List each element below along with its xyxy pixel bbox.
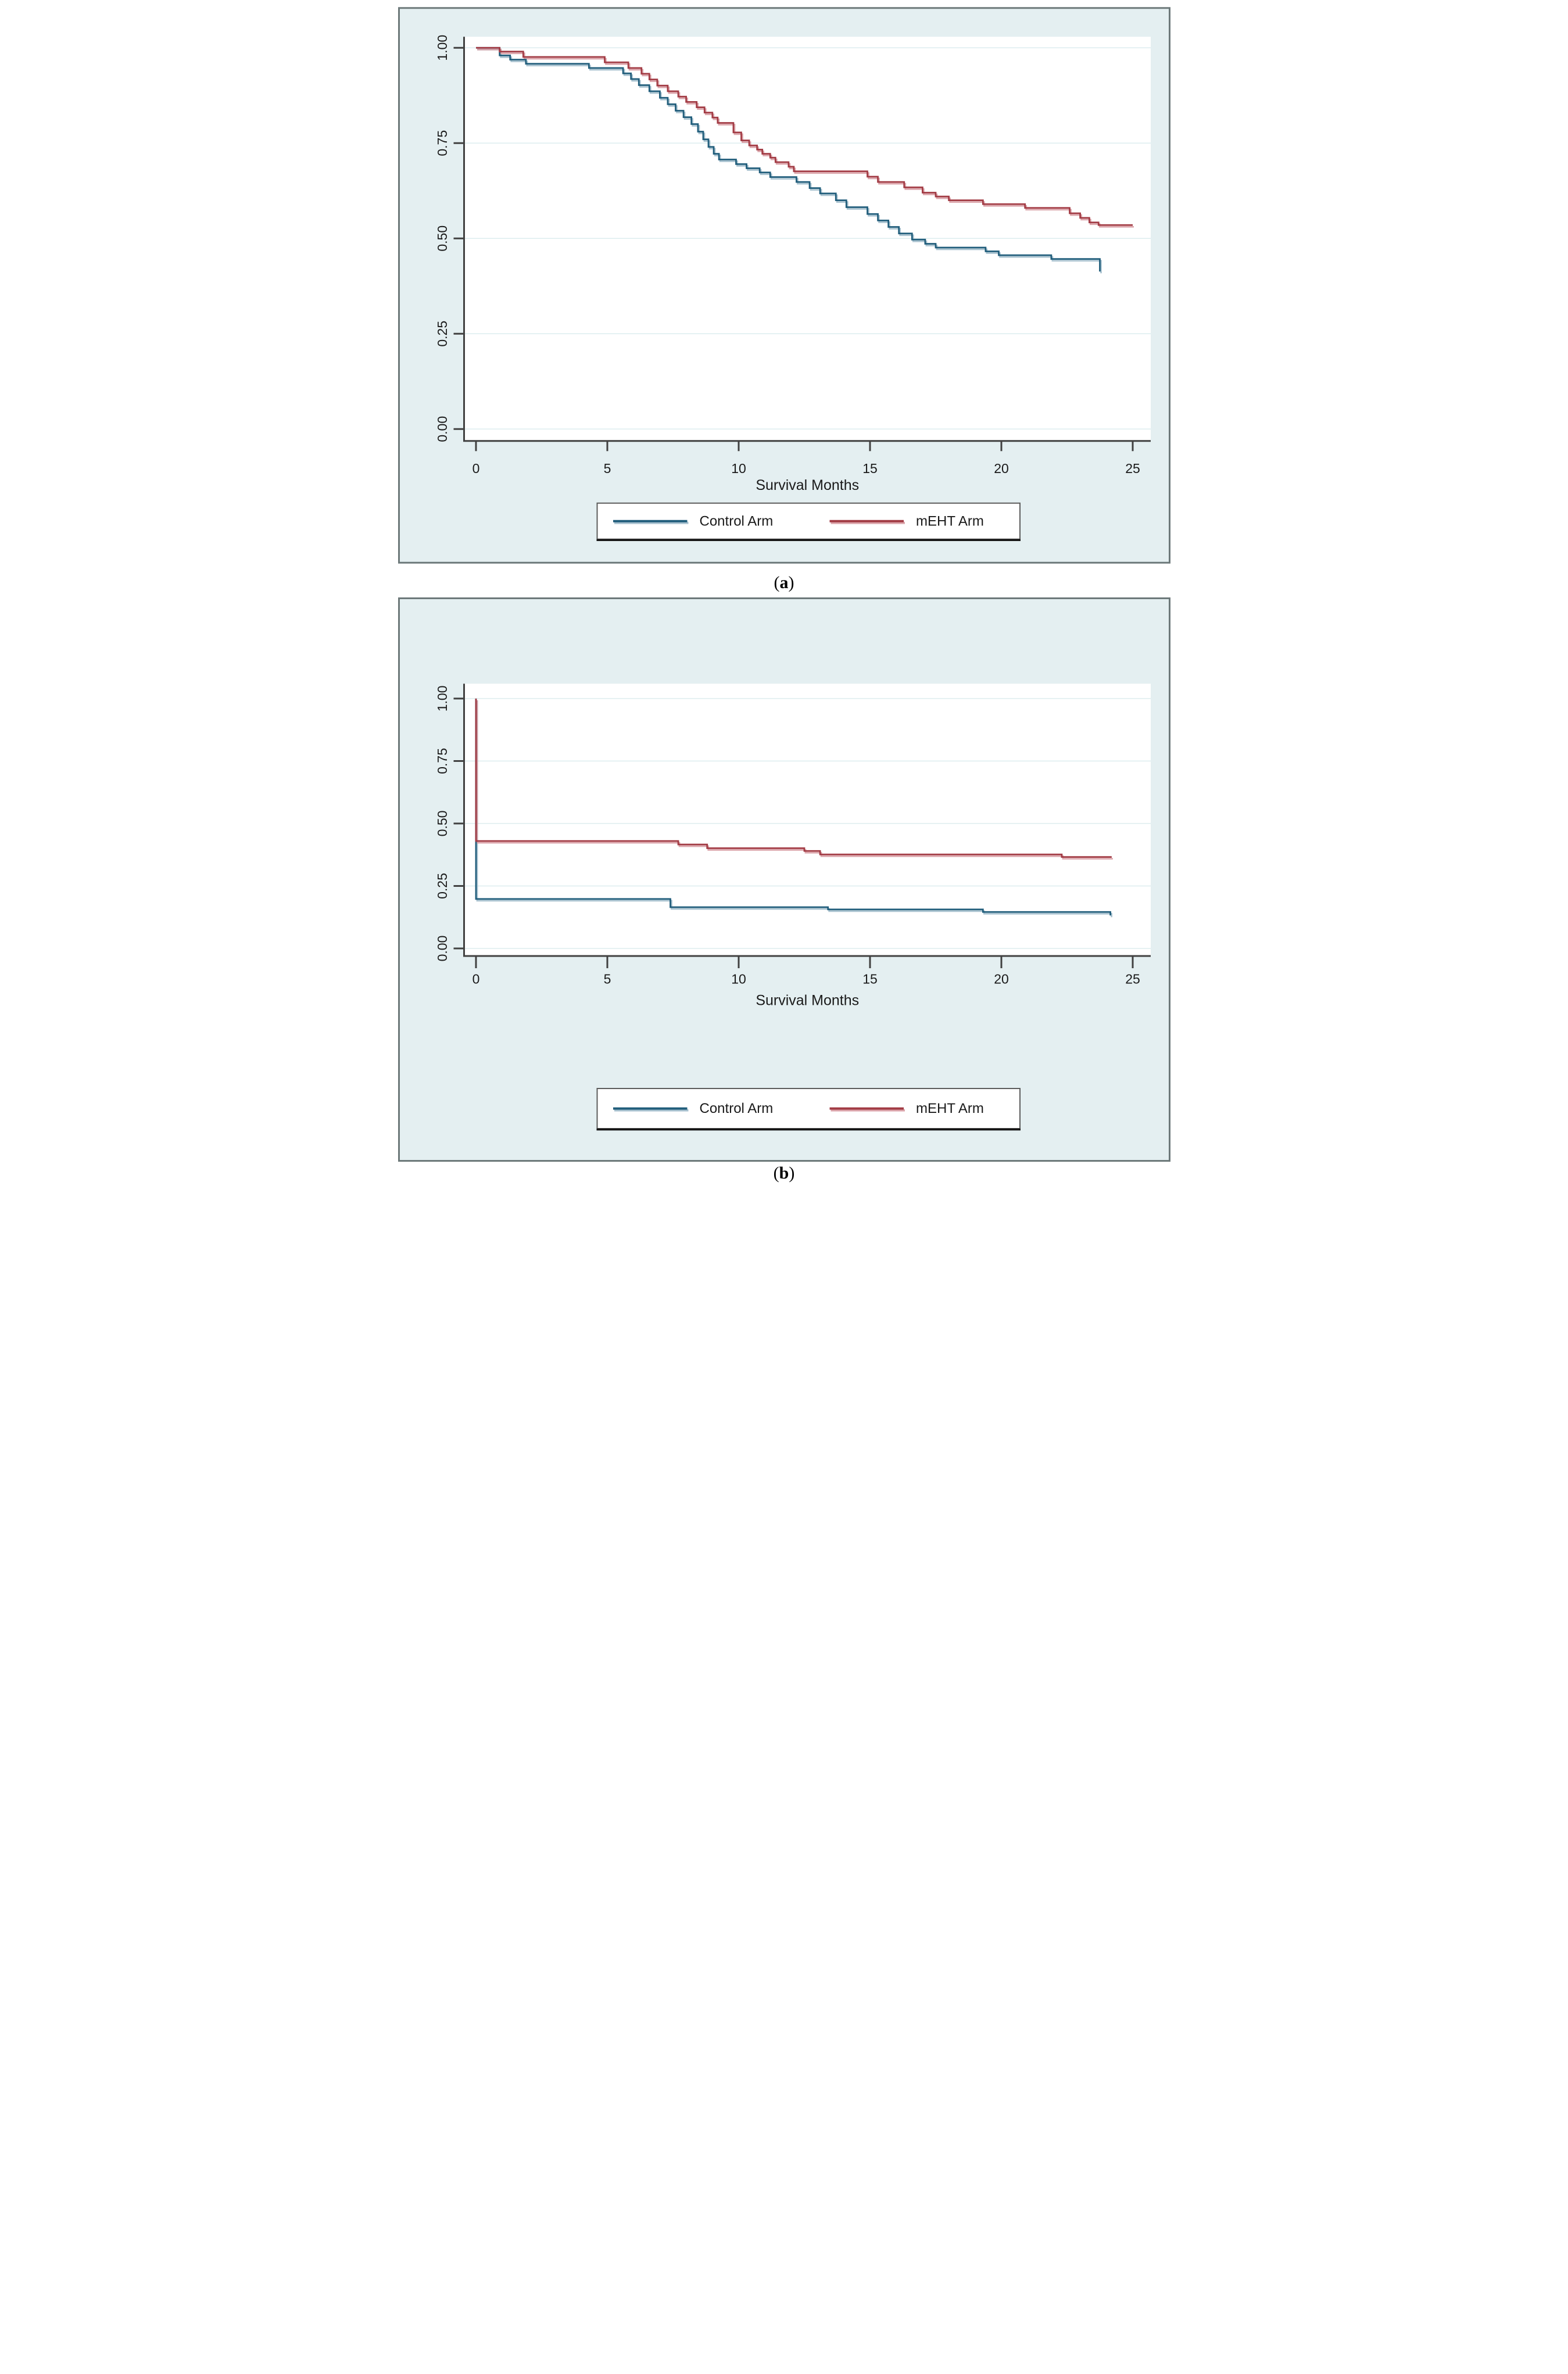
caption-b-close: ) bbox=[789, 1163, 795, 1183]
km-plot-a: 0.00 0.25 0.50 0.75 1.00 0 5 10 15 20 25 Survival M… bbox=[398, 7, 1170, 564]
caption-a-open: ( bbox=[774, 573, 780, 592]
x-tick-label-15: 15 bbox=[862, 972, 878, 987]
km-plot-b: 0.00 0.25 0.50 0.75 1.00 0 5 10 15 20 25 Survival M… bbox=[398, 597, 1170, 1162]
x-tick-label-0: 0 bbox=[472, 461, 479, 476]
series-meht_arm bbox=[475, 46, 1133, 226]
y-tick-label-0: 0.00 bbox=[435, 416, 450, 442]
x-tick-label-25: 25 bbox=[1125, 461, 1140, 476]
x-tick-label-15: 15 bbox=[862, 461, 878, 476]
panel-b-caption: (b) bbox=[392, 1163, 1176, 1183]
series-control_arm bbox=[475, 46, 1101, 272]
x-axis-title: Survival Months bbox=[756, 477, 859, 493]
legend-label-control_arm: Control Arm bbox=[699, 513, 773, 529]
y-tick-label-0: 0.00 bbox=[435, 936, 450, 962]
legend-label-control_arm: Control Arm bbox=[699, 1101, 773, 1116]
km-plot-panel-b: 0.00 0.25 0.50 0.75 1.00 0 5 10 15 20 25 Survival M… bbox=[398, 597, 1170, 1162]
legend-label-meht_arm: mEHT Arm bbox=[916, 1101, 984, 1116]
legend-label-meht_arm: mEHT Arm bbox=[916, 513, 984, 529]
y-tick-label-0.5: 0.50 bbox=[435, 225, 450, 252]
y-tick-label-1: 1.00 bbox=[435, 35, 450, 61]
x-tick-label-0: 0 bbox=[472, 972, 479, 987]
y-tick-label-1: 1.00 bbox=[435, 686, 450, 712]
y-tick-label-0.75: 0.75 bbox=[435, 748, 450, 774]
figure-page: 0.00 0.25 0.50 0.75 1.00 0 5 10 15 20 25 Survival M… bbox=[392, 0, 1176, 1187]
x-tick-label-10: 10 bbox=[731, 972, 746, 987]
x-tick-label-5: 5 bbox=[603, 972, 611, 987]
caption-a-letter: a bbox=[779, 573, 789, 592]
plot-area bbox=[464, 683, 1151, 956]
y-tick-label-0.5: 0.50 bbox=[435, 811, 450, 837]
x-tick-label-10: 10 bbox=[731, 461, 746, 476]
y-tick-label-0.25: 0.25 bbox=[435, 321, 450, 347]
x-tick-label-20: 20 bbox=[994, 461, 1009, 476]
y-tick-label-0.75: 0.75 bbox=[435, 130, 450, 156]
series-meht_arm bbox=[475, 699, 1112, 858]
x-tick-label-25: 25 bbox=[1125, 972, 1140, 987]
x-tick-label-20: 20 bbox=[994, 972, 1009, 987]
series-control_arm bbox=[475, 699, 1111, 916]
panel-a-caption: (a) bbox=[392, 573, 1176, 593]
caption-b-open: ( bbox=[773, 1163, 779, 1183]
caption-b-letter: b bbox=[779, 1163, 789, 1183]
x-axis-title: Survival Months bbox=[756, 993, 859, 1009]
x-tick-label-5: 5 bbox=[603, 461, 611, 476]
caption-a-close: ) bbox=[788, 573, 794, 592]
y-tick-label-0.25: 0.25 bbox=[435, 873, 450, 899]
km-plot-panel-a: 0.00 0.25 0.50 0.75 1.00 0 5 10 15 20 25 Survival M… bbox=[398, 7, 1170, 564]
